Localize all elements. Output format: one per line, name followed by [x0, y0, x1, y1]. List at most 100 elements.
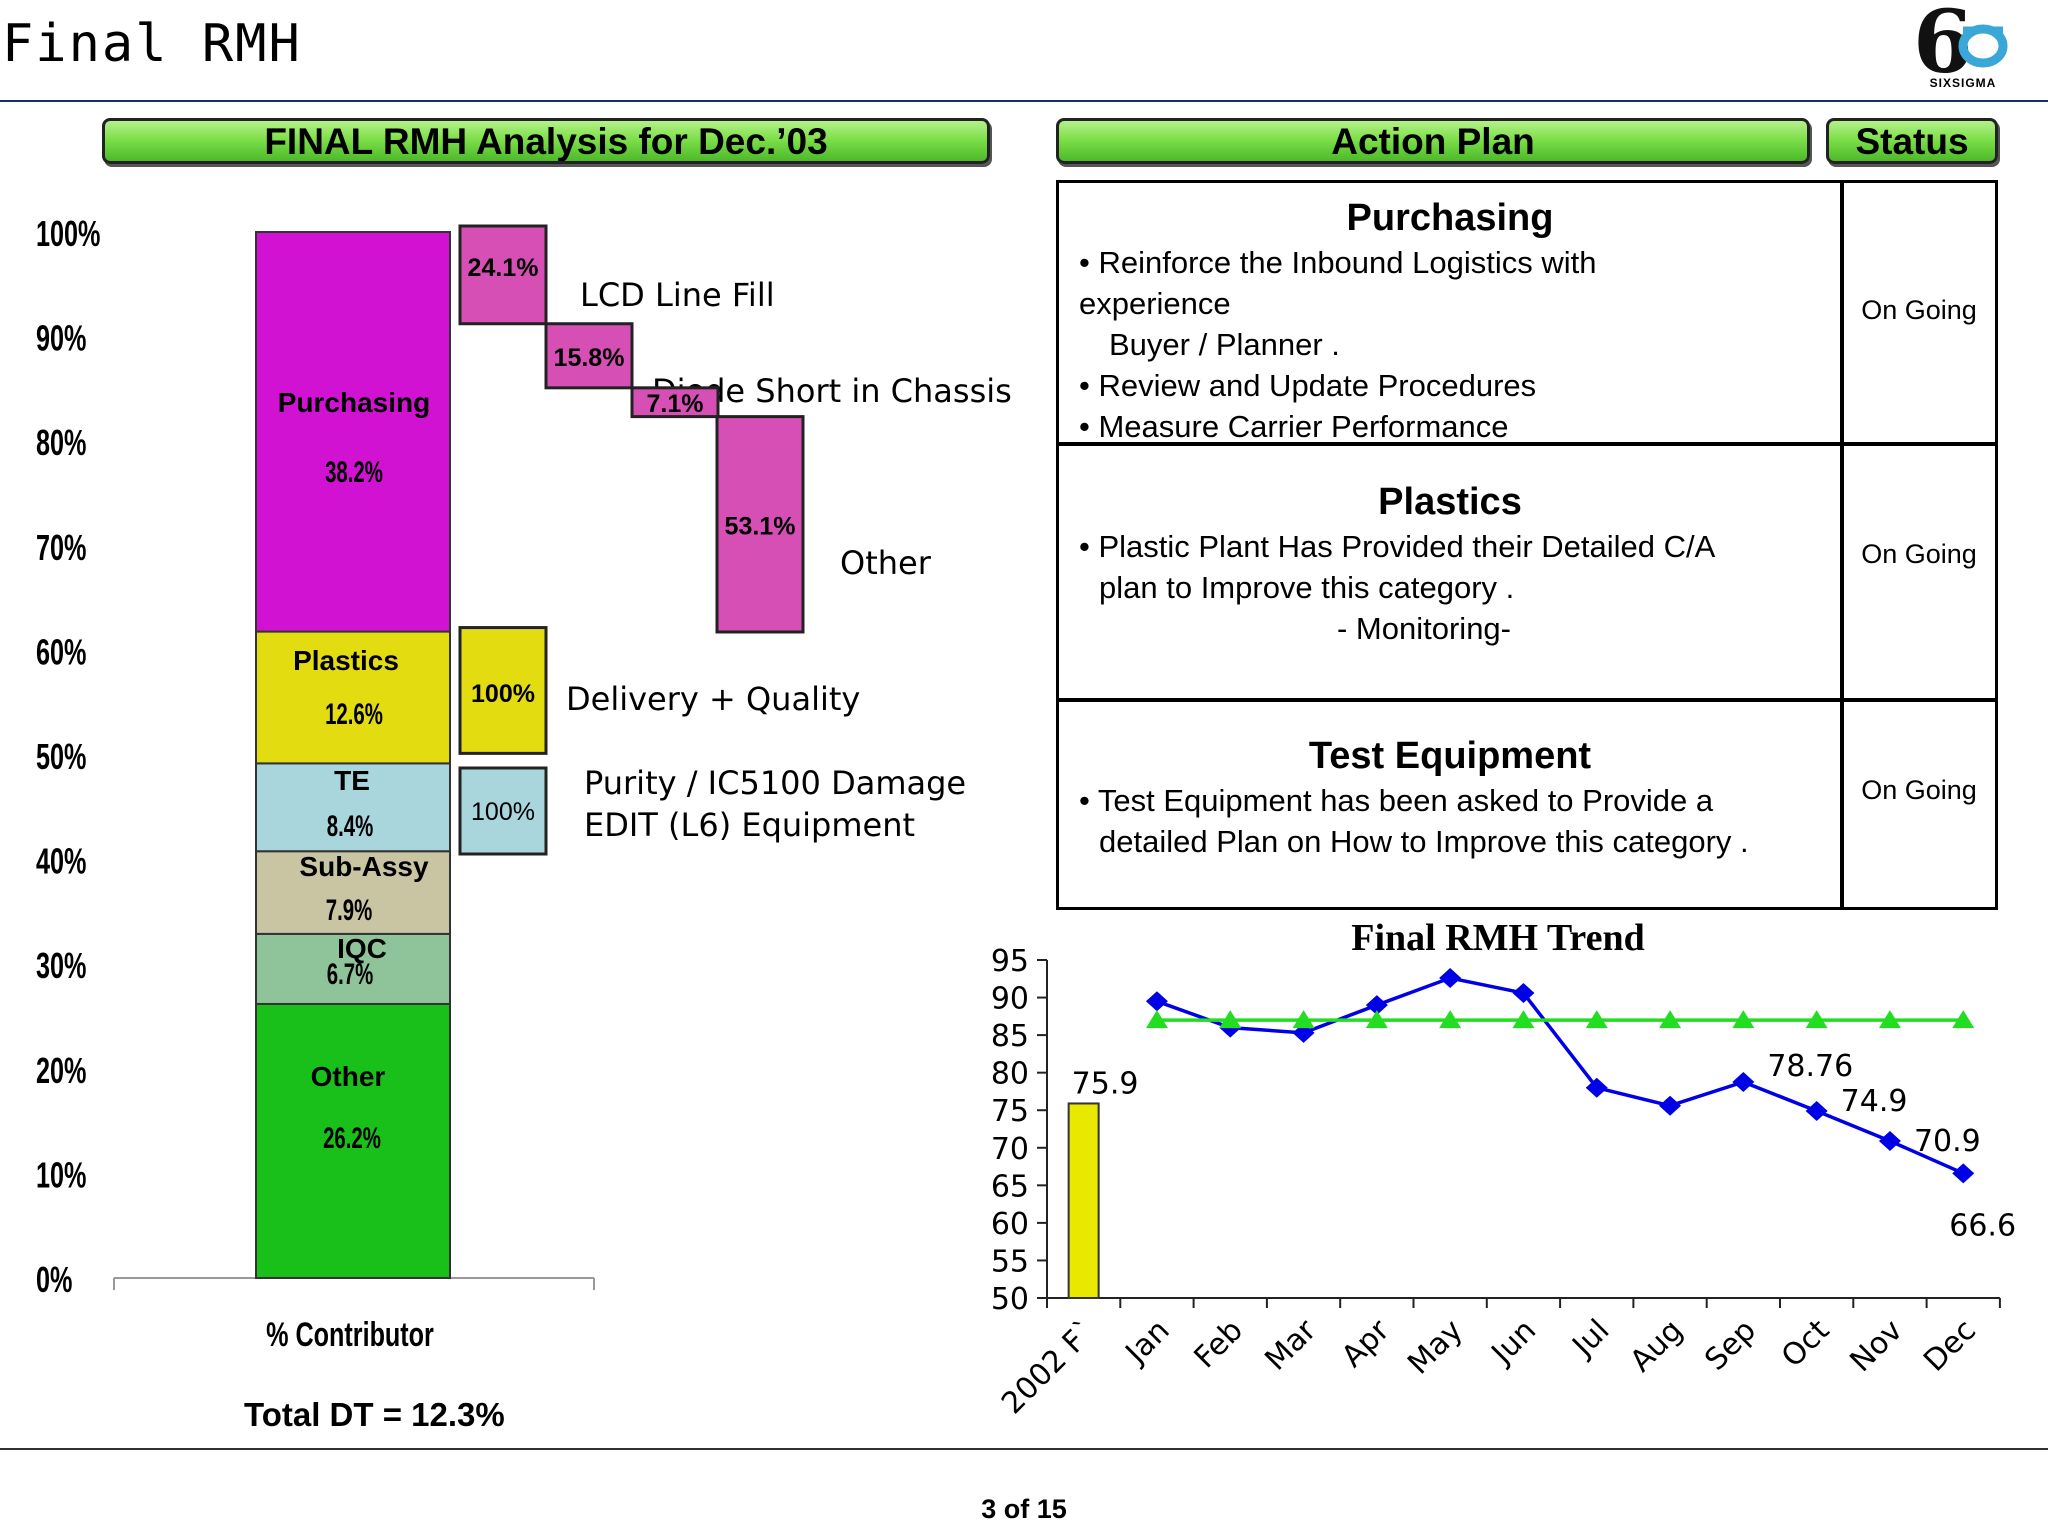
rmh-contributor-chart: 0% 10% 20% 30% 40% 50% 60% 70% 80% 90% 100% Other 26…: [36, 214, 1012, 1301]
series-point: [1805, 1010, 1828, 1029]
plan-line: • Test Equipment has been asked to Provi…: [1079, 783, 1714, 818]
x-tick-label: Jun: [1484, 1313, 1543, 1372]
status-value: On Going: [1861, 295, 1977, 325]
status-cell-purchasing: On Going: [1840, 180, 1998, 446]
status-value: On Going: [1861, 539, 1977, 569]
plan-line: experience: [1079, 286, 1231, 321]
segment-name-label: TE: [334, 765, 370, 796]
y-tick-label: 30%: [36, 946, 86, 987]
x-tick-label: Oct: [1775, 1313, 1837, 1375]
series-point: [1952, 1010, 1975, 1029]
series-point: [1512, 1010, 1535, 1029]
x-tick-label: Jul: [1565, 1313, 1617, 1365]
y-tick-label: 0%: [36, 1260, 72, 1301]
breakdown-box: [458, 224, 548, 326]
segment-name-label: Other: [311, 1061, 386, 1092]
x-tick-label: Feb: [1188, 1313, 1250, 1375]
y-tick-label: 70%: [36, 527, 86, 568]
y-tick-label: 50%: [36, 737, 86, 778]
series-point: [1659, 1095, 1682, 1116]
series-point: [1585, 1010, 1608, 1029]
data-label: 75.9: [1072, 1066, 1139, 1101]
segment-name-label: Sub-Assy: [299, 851, 429, 882]
series-point: [1292, 1010, 1315, 1029]
segment-value-label: 6.7%: [327, 958, 374, 991]
series-point: [1365, 1010, 1388, 1029]
plan-heading: Purchasing: [1346, 197, 1554, 239]
y-tick-label: 20%: [36, 1050, 86, 1091]
page-title: Final RMH: [2, 14, 302, 74]
y-tick-label: 90%: [36, 318, 86, 359]
page-number: 3 of 15: [981, 1494, 1067, 1524]
data-label: 66.6: [1949, 1208, 2016, 1243]
x-tick-label: Nov: [1843, 1313, 1909, 1379]
breakdown-box: [630, 386, 720, 419]
x-tick-label: May: [1401, 1313, 1470, 1382]
status-cell-plastics: On Going: [1840, 442, 1998, 702]
action-plan-banner: Action Plan: [1056, 118, 1810, 164]
x-tick-label: Mar: [1258, 1312, 1323, 1377]
bar-segment-plastics: [255, 630, 451, 765]
purchasing-breakdown-item: 15.8%Diode Short in Chassis: [544, 322, 1012, 410]
plan-line: • Reinforce the Inbound Logistics with: [1079, 245, 1597, 280]
bar-segment-te: [255, 762, 451, 853]
plan-heading: Plastics: [1378, 481, 1522, 523]
trend-title: Final RMH Trend: [1351, 917, 1644, 959]
x-tick-label: Sep: [1698, 1313, 1763, 1378]
y-tick-label: 100%: [36, 214, 100, 255]
segment-name-label: IQC: [337, 933, 387, 964]
segment-value-label: 12.6%: [325, 698, 383, 731]
plan-line: • Measure Carrier Performance: [1079, 409, 1509, 444]
total-dt-label: Total DT = 12.3%: [244, 1396, 505, 1433]
breakdown-value-label: 100%: [471, 798, 535, 826]
y-tick-label: 60%: [36, 632, 86, 673]
plan-line: Buyer / Planner .: [1109, 327, 1340, 362]
series-point: [1365, 995, 1388, 1016]
status-cell-test-equipment: On Going: [1840, 698, 1998, 910]
x-tick-label: Apr: [1335, 1312, 1397, 1374]
breakdown-value-label: 100%: [471, 680, 535, 708]
plan-heading: Test Equipment: [1308, 735, 1592, 777]
breakdown-description: EDIT (L6) Equipment: [584, 806, 915, 844]
series-point: [1732, 1010, 1755, 1029]
series-point: [1145, 1010, 1168, 1029]
logo-caption: SIXSIGMA: [1929, 76, 1997, 90]
breakdown-value-label: 53.1%: [725, 512, 796, 540]
plan-cell-plastics: Plastics • Plastic Plant Has Provided th…: [1056, 442, 1844, 702]
six-sigma-logo: 6: [1913, 0, 2008, 93]
purchasing-breakdown-item: 24.1% LCD Line Fill: [458, 224, 775, 326]
bar-segment-sub-assy: [255, 850, 451, 935]
breakdown-value-label: 24.1%: [468, 254, 539, 282]
te-breakdown-item: 100% Purity / IC5100 Damage EDIT (L6) Equi…: [458, 764, 966, 856]
segment-name-label: Plastics: [293, 645, 399, 676]
segment-value-label: 7.9%: [326, 894, 373, 927]
series-point: [1878, 1131, 1901, 1152]
series-point: [1219, 1017, 1242, 1038]
breakdown-value-label: 7.1%: [647, 390, 704, 418]
breakdown-value-label: 15.8%: [554, 344, 625, 372]
data-label: 74.9: [1841, 1084, 1908, 1119]
breakdown-box: [544, 322, 634, 390]
series-point: [1805, 1100, 1828, 1121]
breakdown-box: [715, 415, 805, 634]
segment-value-label: 8.4%: [327, 810, 374, 843]
series-point: [1145, 991, 1168, 1012]
x-tick-label: 2002 F`: [995, 1313, 1103, 1421]
breakdown-description: Other: [840, 544, 932, 582]
data-label: 78.76: [1767, 1049, 1853, 1084]
series-point: [1512, 983, 1535, 1004]
breakdown-description: Purity / IC5100 Damage: [584, 764, 966, 802]
breakdown-description: LCD Line Fill: [580, 276, 775, 314]
plan-line: • Review and Update Procedures: [1079, 368, 1537, 403]
y-tick-label: 40%: [36, 841, 86, 882]
series-point: [1292, 1022, 1315, 1043]
series-point: [1659, 1010, 1682, 1029]
data-label: 70.9: [1914, 1124, 1981, 1159]
plan-line: - Monitoring-: [1337, 611, 1511, 646]
status-value: On Going: [1861, 775, 1977, 805]
segment-value-label: 38.2%: [325, 456, 383, 489]
x-tick-label: Dec: [1917, 1313, 1983, 1379]
x-tick-label: Jan: [1118, 1313, 1177, 1372]
plan-line: plan to Improve this category .: [1099, 570, 1515, 605]
series-point: [1219, 1010, 1242, 1029]
